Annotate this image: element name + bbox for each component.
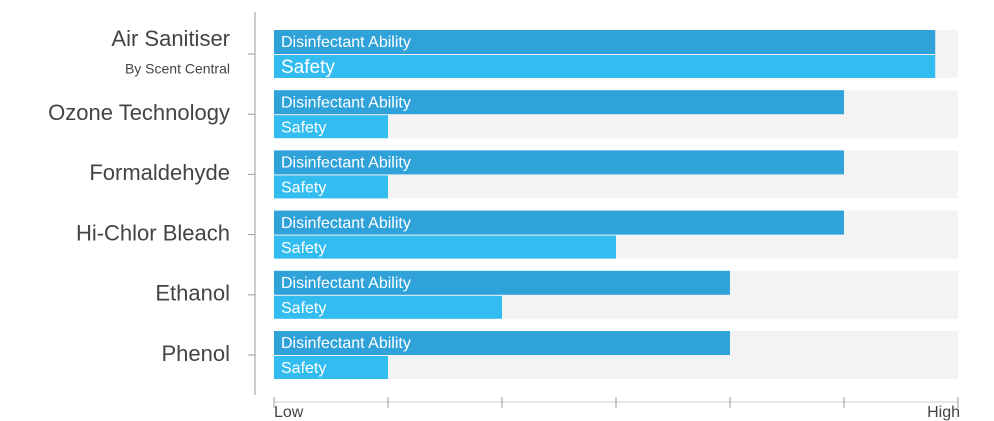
bar xyxy=(274,356,388,379)
bar-label: Disinfectant Ability xyxy=(281,155,411,172)
bar-label: Disinfectant Ability xyxy=(281,275,411,292)
bar-label: Disinfectant Ability xyxy=(281,335,411,352)
bar-label: Disinfectant Ability xyxy=(281,34,411,51)
bar xyxy=(274,331,730,355)
bar-label: Disinfectant Ability xyxy=(281,215,411,232)
x-tick-label: High xyxy=(927,404,960,421)
bar-label: Safety xyxy=(281,300,326,317)
bar xyxy=(274,55,936,78)
bar xyxy=(274,150,844,175)
bar-label: Safety xyxy=(281,240,326,257)
category-label: Phenol xyxy=(161,341,230,366)
bar xyxy=(274,235,616,259)
bar xyxy=(274,30,936,54)
bar-label: Safety xyxy=(281,119,326,136)
bar xyxy=(274,270,730,295)
bar xyxy=(274,210,844,235)
category-label: Hi-Chlor Bleach xyxy=(76,220,230,245)
category-label: Ethanol xyxy=(155,281,230,306)
bar-label: Disinfectant Ability xyxy=(281,94,411,111)
bar xyxy=(274,115,388,139)
bar xyxy=(274,295,502,319)
bar xyxy=(274,90,844,115)
bar-label: Safety xyxy=(281,180,326,197)
bar xyxy=(274,175,388,199)
category-subtitle: By Scent Central xyxy=(125,61,230,77)
bar-label: Safety xyxy=(281,57,335,78)
x-tick-label: Low xyxy=(274,404,304,421)
category-label: Formaldehyde xyxy=(89,160,230,185)
category-label: Ozone Technology xyxy=(48,100,230,125)
bar-label: Safety xyxy=(281,360,326,377)
category-label: Air Sanitiser xyxy=(111,26,230,51)
